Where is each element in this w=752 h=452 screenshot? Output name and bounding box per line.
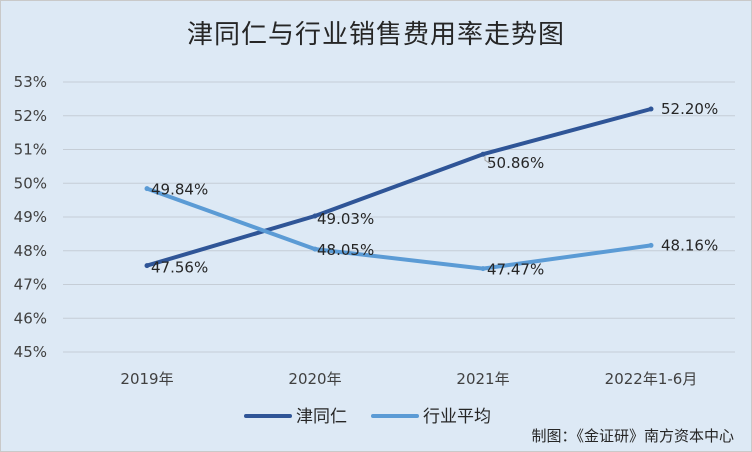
x-tick-label: 2022年1-6月 bbox=[605, 370, 698, 388]
chart-title: 津同仁与行业销售费用率走势图 bbox=[186, 20, 565, 50]
data-label: 52.20% bbox=[661, 100, 718, 118]
legend-label: 行业平均 bbox=[423, 407, 491, 427]
data-label: 49.84% bbox=[151, 181, 208, 199]
data-point bbox=[648, 242, 654, 248]
data-point bbox=[312, 246, 318, 252]
x-tick-label: 2021年 bbox=[456, 370, 509, 388]
series-line-2 bbox=[145, 186, 653, 271]
y-tick-label: 48% bbox=[14, 242, 47, 260]
data-label: 48.16% bbox=[661, 236, 718, 254]
data-point bbox=[648, 106, 654, 112]
label-leader-line bbox=[484, 156, 492, 165]
y-tick-label: 50% bbox=[14, 174, 47, 192]
data-point bbox=[312, 213, 318, 219]
y-tick-label: 45% bbox=[14, 343, 47, 361]
data-label: 50.86% bbox=[487, 154, 544, 172]
data-point bbox=[480, 151, 486, 157]
chart-credit: 制图：《金证研》南方资本中心 bbox=[531, 427, 734, 445]
data-label: 47.47% bbox=[487, 261, 544, 279]
y-tick-label: 46% bbox=[14, 309, 47, 327]
legend-label: 津同仁 bbox=[296, 407, 347, 427]
data-point bbox=[480, 266, 486, 272]
y-tick-label: 52% bbox=[14, 107, 47, 125]
y-tick-label: 49% bbox=[14, 208, 47, 226]
data-point bbox=[144, 186, 150, 192]
y-tick-label: 47% bbox=[14, 276, 47, 294]
data-label: 47.56% bbox=[151, 259, 208, 277]
data-label: 49.03% bbox=[317, 210, 374, 228]
series-line-1 bbox=[145, 107, 653, 268]
data-label: 48.05% bbox=[317, 241, 374, 259]
y-tick-label: 53% bbox=[14, 73, 47, 91]
x-tick-label: 2020年 bbox=[288, 370, 341, 388]
y-tick-label: 51% bbox=[14, 141, 47, 159]
x-tick-label: 2019年 bbox=[120, 370, 173, 388]
data-point bbox=[144, 263, 150, 269]
